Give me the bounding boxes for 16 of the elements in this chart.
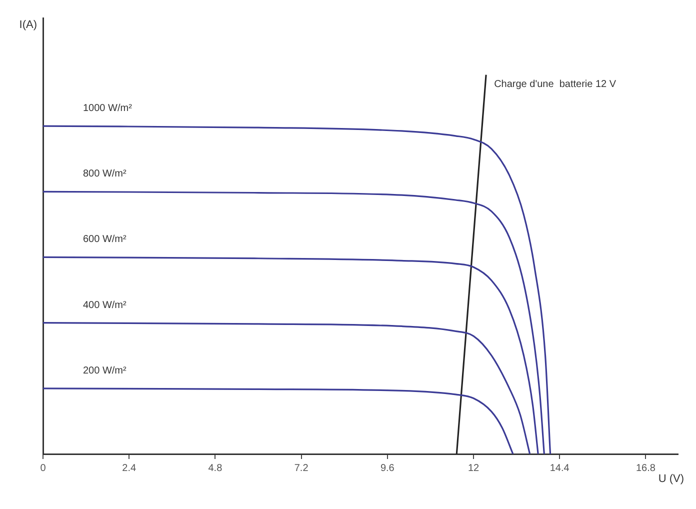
x-tick-label: 12 [468,462,480,474]
series-label: 400 W/m² [83,300,128,311]
x-tick-label: 2.4 [122,462,136,474]
x-tick-label: 4.8 [208,462,223,474]
x-tick-label: 14.4 [550,462,570,474]
x-tick-label: 0 [40,462,46,474]
series-label: 600 W/m² [83,234,128,246]
x-tick-label: 16.8 [636,462,656,474]
series-label: 800 W/m² [83,168,128,180]
x-axis-title: U (V) [658,473,684,485]
x-tick-label: 7.2 [294,462,309,474]
y-axis-title: I(A) [19,19,37,31]
series-label: 1000 W/m² [83,103,133,114]
series-label: Charge d'une batterie 12 V [494,78,616,90]
series-label: 200 W/m² [83,365,128,376]
x-tick-label: 9.6 [380,462,395,474]
